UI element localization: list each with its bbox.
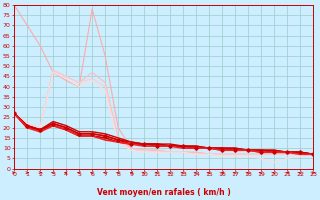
X-axis label: Vent moyen/en rafales ( km/h ): Vent moyen/en rafales ( km/h )	[97, 188, 230, 197]
